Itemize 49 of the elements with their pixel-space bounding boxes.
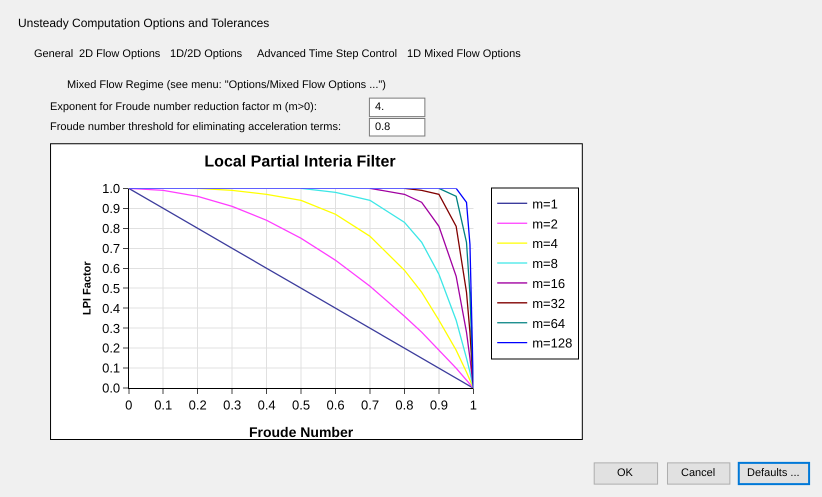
text: 2D Flow Options (79, 48, 161, 60)
text: Froude number threshold for eliminating acceleration terms: (50, 121, 342, 133)
text: Mixed Flow Regime (see menu: "Options/Mixed Flow Options ...") (67, 79, 386, 91)
x-tick-label: 0.8 (395, 398, 414, 413)
y-tick-label: 0.8 (102, 220, 120, 236)
x-tick-label: 0.3 (223, 398, 242, 413)
x-tick-label: 0.2 (188, 398, 207, 413)
y-axis-title: LPI Factor (82, 260, 94, 316)
x-tick-label: 0.4 (258, 398, 276, 413)
legend-label: m=64 (532, 316, 566, 331)
y-tick-label: 0.1 (102, 360, 120, 376)
y-tick-label: 0.6 (102, 260, 120, 276)
text: 1D Mixed Flow Options (407, 48, 522, 60)
x-tick-label: 0.7 (360, 398, 380, 413)
x-tick-label: 0 (125, 398, 132, 413)
x-tick-label: 0.6 (326, 398, 345, 413)
text: OK (617, 467, 634, 479)
legend-label: m=2 (532, 216, 558, 232)
text: 0.8 (375, 121, 390, 133)
legend-label: m=4 (532, 236, 558, 252)
x-tick-label: 1 (470, 398, 477, 413)
legend-label: m=1 (532, 196, 558, 212)
y-tick-label: 0.9 (102, 200, 120, 216)
y-tick-label: 0.2 (102, 340, 120, 356)
text: Unsteady Computation Options and Tolerances (18, 16, 270, 30)
text: General (34, 48, 74, 60)
x-tick-label: 0.5 (292, 398, 310, 413)
text: Exponent for Froude number reduction factor m (m>0): (50, 101, 317, 113)
text: Advanced Time Step Control (257, 48, 398, 60)
y-tick-label: 0.0 (102, 380, 120, 396)
text: Cancel (681, 467, 716, 479)
legend-label: m=16 (532, 276, 566, 292)
x-tick-label: 0.9 (430, 398, 448, 413)
y-tick-label: 0.7 (102, 240, 120, 256)
text: 4. (375, 101, 384, 113)
text: 1D/2D Options (170, 48, 243, 60)
y-tick-label: 0.5 (102, 280, 120, 296)
x-axis-title: Froude Number (248, 424, 354, 440)
legend-label: m=128 (532, 336, 572, 351)
x-tick-label: 0.1 (154, 398, 172, 413)
text: Defaults ... (747, 467, 800, 479)
line-series (128, 188, 474, 388)
y-tick-label: 0.4 (102, 300, 120, 316)
y-tick-label: 0.3 (102, 320, 120, 336)
legend-label: m=32 (532, 296, 566, 311)
chart-title: Local Partial Interia Filter (204, 154, 396, 171)
line-series (300, 188, 474, 388)
y-tick-label: 1.0 (102, 180, 120, 196)
legend-label: m=8 (532, 256, 558, 272)
